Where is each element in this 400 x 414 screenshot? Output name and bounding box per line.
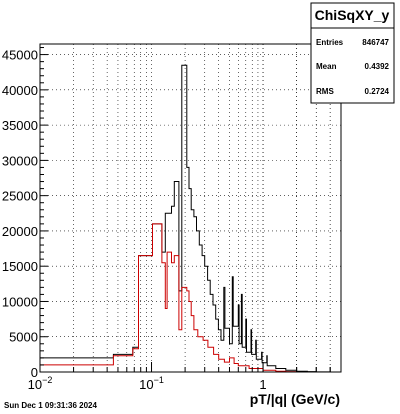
y-tick-label: 0 (31, 365, 38, 380)
series-layer (40, 64, 331, 373)
y-tick-label: 40000 (2, 83, 38, 98)
stats-rms-value: 0.2724 (365, 87, 390, 96)
stats-rms-label: RMS (316, 87, 334, 96)
stats-entries-value: 846747 (362, 38, 389, 47)
x-tick-label: 1 (259, 377, 266, 392)
y-tick-label: 25000 (2, 189, 38, 204)
y-tick-label: 10000 (2, 294, 38, 309)
x-tick-label: 10−2 (28, 375, 53, 392)
grid (40, 44, 341, 372)
stats-box: ChiSqXY_y Entries 846747 Mean 0.4392 RMS… (310, 2, 395, 104)
plot-frame (39, 43, 342, 373)
series-1-histogram (40, 223, 298, 373)
y-tick-label: 15000 (2, 259, 38, 274)
stats-mean-value: 0.4392 (365, 62, 390, 71)
y-tick-label: 20000 (2, 224, 38, 239)
x-axis-label: pT/|q| (GeV/c) (250, 391, 340, 407)
stats-box-title: ChiSqXY_y (315, 7, 390, 23)
y-tick-label: 35000 (2, 118, 38, 133)
x-tick-label: 10−1 (139, 375, 164, 392)
stats-entries-label: Entries (316, 38, 344, 47)
y-tick-label: 45000 (2, 48, 38, 63)
y-tick-label: 30000 (2, 153, 38, 168)
axes: 0 5000 10000 15000 20000 25000 30000 35000 40000… (2, 47, 331, 392)
y-tick-label: 5000 (9, 330, 38, 345)
timestamp: Sun Dec 1 09:31:36 2024 (4, 401, 97, 410)
series-0-histogram (40, 64, 331, 373)
stats-box-frame (310, 2, 395, 104)
stats-mean-label: Mean (316, 62, 337, 71)
